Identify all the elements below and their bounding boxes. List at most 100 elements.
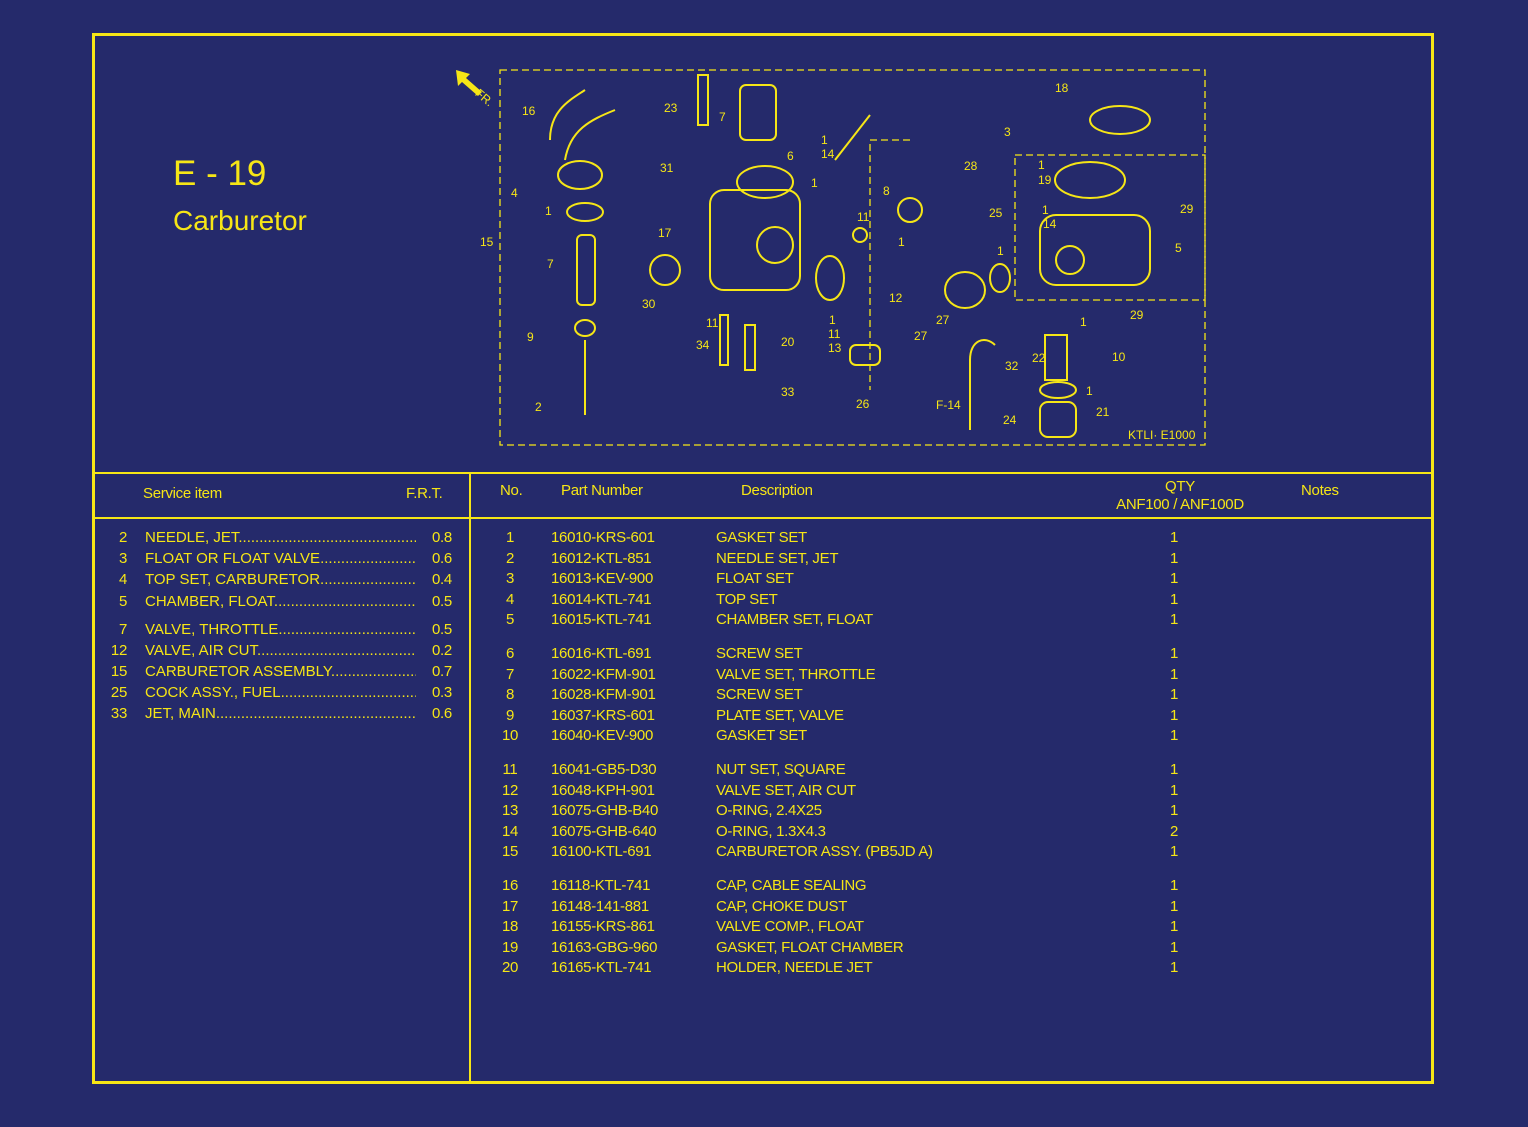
part-qty: 1: [1169, 529, 1179, 546]
callout-label: 1: [1042, 203, 1049, 217]
leader-dots: ........................................…: [280, 684, 416, 701]
qty-header: QTY: [1165, 478, 1195, 495]
part-no: 15: [501, 843, 519, 860]
callout-label: 27: [914, 329, 928, 343]
callout-label: 11: [828, 327, 841, 341]
part-description: CARBURETOR ASSY. (PB5JD A): [716, 843, 933, 860]
part-number: 16014-KTL-741: [551, 590, 652, 608]
part-number: 16118-KTL-741: [551, 877, 651, 894]
service-row-frt: 0.8: [432, 529, 452, 546]
page-title: Carburetor: [173, 205, 307, 236]
part-description: VALVE SET, THROTTLE: [716, 665, 876, 683]
part-qty: 1: [1169, 706, 1179, 724]
callout-label: 4: [511, 186, 518, 200]
callout-label: 1: [997, 244, 1004, 258]
callout-label: 7: [547, 257, 554, 271]
service-item-label: TOP SET, CARBURETOR: [145, 571, 321, 588]
part-no: 3: [505, 570, 515, 587]
callout-label: 26: [856, 397, 870, 411]
callout-label: 32: [1005, 359, 1019, 373]
part-qty: 1: [1169, 549, 1179, 567]
part-number: 16155-KRS-861: [551, 918, 655, 935]
callout-label: 16: [522, 104, 536, 118]
arrow-fr-icon: [456, 70, 482, 96]
service-row-frt: 0.5: [432, 593, 452, 610]
callout-label: 11: [706, 316, 719, 330]
callout-label: 30: [642, 297, 656, 311]
part-number: 16028-KFM-901: [551, 686, 656, 703]
part-qty: 1: [1169, 665, 1179, 683]
part-number: 16022-KFM-901: [551, 665, 656, 683]
leader-dots: ........................................…: [320, 550, 416, 567]
part-qty: 1: [1169, 897, 1179, 915]
service-row-no: 3: [118, 550, 127, 567]
part-no: 11: [502, 761, 518, 778]
part-no: 20: [501, 959, 519, 976]
part-description: NUT SET, SQUARE: [716, 761, 846, 778]
service-item-label: VALVE, AIR CUT: [145, 642, 257, 659]
part-no: 1: [505, 529, 515, 546]
part-qty: 1: [1169, 645, 1179, 662]
service-row-no: 7: [118, 621, 127, 638]
diagram-frame: [499, 69, 1206, 446]
part-no: 7: [505, 665, 515, 683]
callout-label: 12: [889, 291, 903, 305]
callout-label: 1: [1080, 315, 1087, 329]
part-qty: 1: [1169, 802, 1179, 819]
part-qty: 1: [1169, 959, 1179, 976]
service-row-frt: 0.4: [432, 571, 452, 588]
part-number: 16015-KTL-741: [551, 611, 652, 628]
callout-label: 31: [660, 161, 674, 175]
callout-label: 9: [527, 330, 534, 344]
reference-code: KTLI· E1000: [1128, 428, 1196, 442]
part-no: 14: [501, 822, 519, 840]
callout-label: 29: [1130, 308, 1144, 322]
part-qty: 2: [1169, 822, 1179, 840]
service-row-frt: 0.6: [432, 705, 452, 722]
part-description: FLOAT SET: [716, 570, 794, 587]
part-number: 16016-KTL-691: [551, 645, 652, 662]
callout-label: 28: [964, 159, 978, 173]
callout-label: 15: [480, 235, 494, 249]
part-number-header: Part Number: [561, 482, 643, 499]
callout-label: 2: [535, 400, 542, 414]
divider: [92, 472, 1432, 474]
description-header: Description: [741, 482, 813, 499]
part-description: SCREW SET: [716, 645, 803, 662]
callout-label: 14: [821, 147, 835, 161]
callout-label: 1: [898, 235, 905, 249]
service-row-item: CARBURETOR ASSEMBLY.....................…: [145, 663, 416, 680]
part-description: VALVE SET, AIR CUT: [716, 781, 856, 799]
callout-label: 20: [781, 335, 795, 349]
leader-dots: ........................................…: [273, 593, 416, 610]
part-shapes: [549, 74, 1151, 438]
part-description: CHAMBER SET, FLOAT: [716, 611, 873, 628]
service-row-item: NEEDLE, JET.............................…: [145, 529, 416, 546]
service-row-no: 4: [118, 571, 127, 588]
service-item-label: JET, MAIN: [145, 705, 216, 722]
callout-label: 1: [821, 133, 828, 147]
callout-label: F-14: [936, 398, 961, 412]
part-number: 16040-KEV-900: [551, 727, 654, 744]
part-description: CAP, CABLE SEALING: [716, 877, 867, 894]
callout-label: 29: [1180, 202, 1194, 216]
callout-label: 8: [883, 184, 890, 198]
service-row-frt: 0.3: [432, 684, 452, 701]
part-number: 16048-KPH-901: [551, 781, 655, 799]
service-row-no: 33: [110, 705, 127, 722]
service-item-label: COCK ASSY., FUEL: [145, 684, 281, 701]
part-description: HOLDER, NEEDLE JET: [716, 959, 873, 976]
service-row-item: JET, MAIN...............................…: [145, 705, 416, 722]
part-description: GASKET, FLOAT CHAMBER: [716, 938, 904, 956]
callout-label: 23: [664, 101, 678, 115]
service-row-no: 2: [118, 529, 127, 546]
callout-label: 27: [936, 313, 950, 327]
part-qty: 1: [1169, 570, 1179, 587]
divider: [469, 472, 471, 1082]
part-description: NEEDLE SET, JET: [716, 549, 839, 567]
callout-label: 22: [1032, 351, 1046, 365]
service-item-label: CHAMBER, FLOAT: [145, 593, 274, 610]
callout-label: 33: [781, 385, 795, 399]
part-no: 4: [505, 590, 515, 608]
